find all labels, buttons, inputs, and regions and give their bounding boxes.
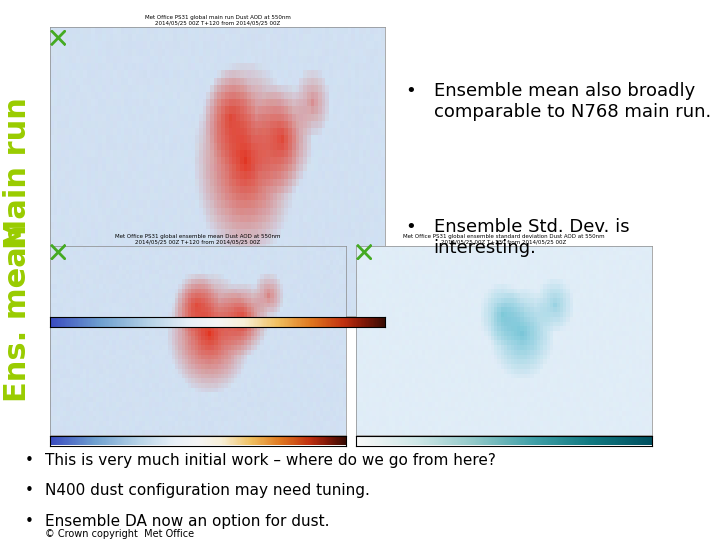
Text: Ensemble DA now an option for dust.: Ensemble DA now an option for dust. xyxy=(45,514,330,529)
Text: This is very much initial work – where do we go from here?: This is very much initial work – where d… xyxy=(45,453,496,468)
Text: Ens. mean: Ens. mean xyxy=(4,225,32,402)
Text: Ensemble mean also broadly
comparable to N768 main run.: Ensemble mean also broadly comparable to… xyxy=(433,83,711,121)
Text: N400 dust configuration may need tuning.: N400 dust configuration may need tuning. xyxy=(45,483,370,498)
Title: Met Office PS31 global ensemble standard deviation Dust AOD at 550nm
2014/05/25 : Met Office PS31 global ensemble standard… xyxy=(403,234,605,245)
Text: •: • xyxy=(25,453,34,468)
Text: Main run: Main run xyxy=(4,97,32,249)
Text: •: • xyxy=(405,83,416,100)
Title: Met Office PS31 global main run Dust AOD at 550nm
2014/05/25 00Z T+120 from 2014: Met Office PS31 global main run Dust AOD… xyxy=(145,15,291,26)
Text: •: • xyxy=(25,514,34,529)
Text: © Crown copyright  Met Office: © Crown copyright Met Office xyxy=(45,529,194,539)
Text: •: • xyxy=(405,218,416,236)
Title: Met Office PS31 global ensemble mean Dust AOD at 550nm
2014/05/25 00Z T+120 from: Met Office PS31 global ensemble mean Dus… xyxy=(115,234,281,245)
Text: •: • xyxy=(25,483,34,498)
Text: Ensemble Std. Dev. is
interesting.: Ensemble Std. Dev. is interesting. xyxy=(433,218,629,256)
